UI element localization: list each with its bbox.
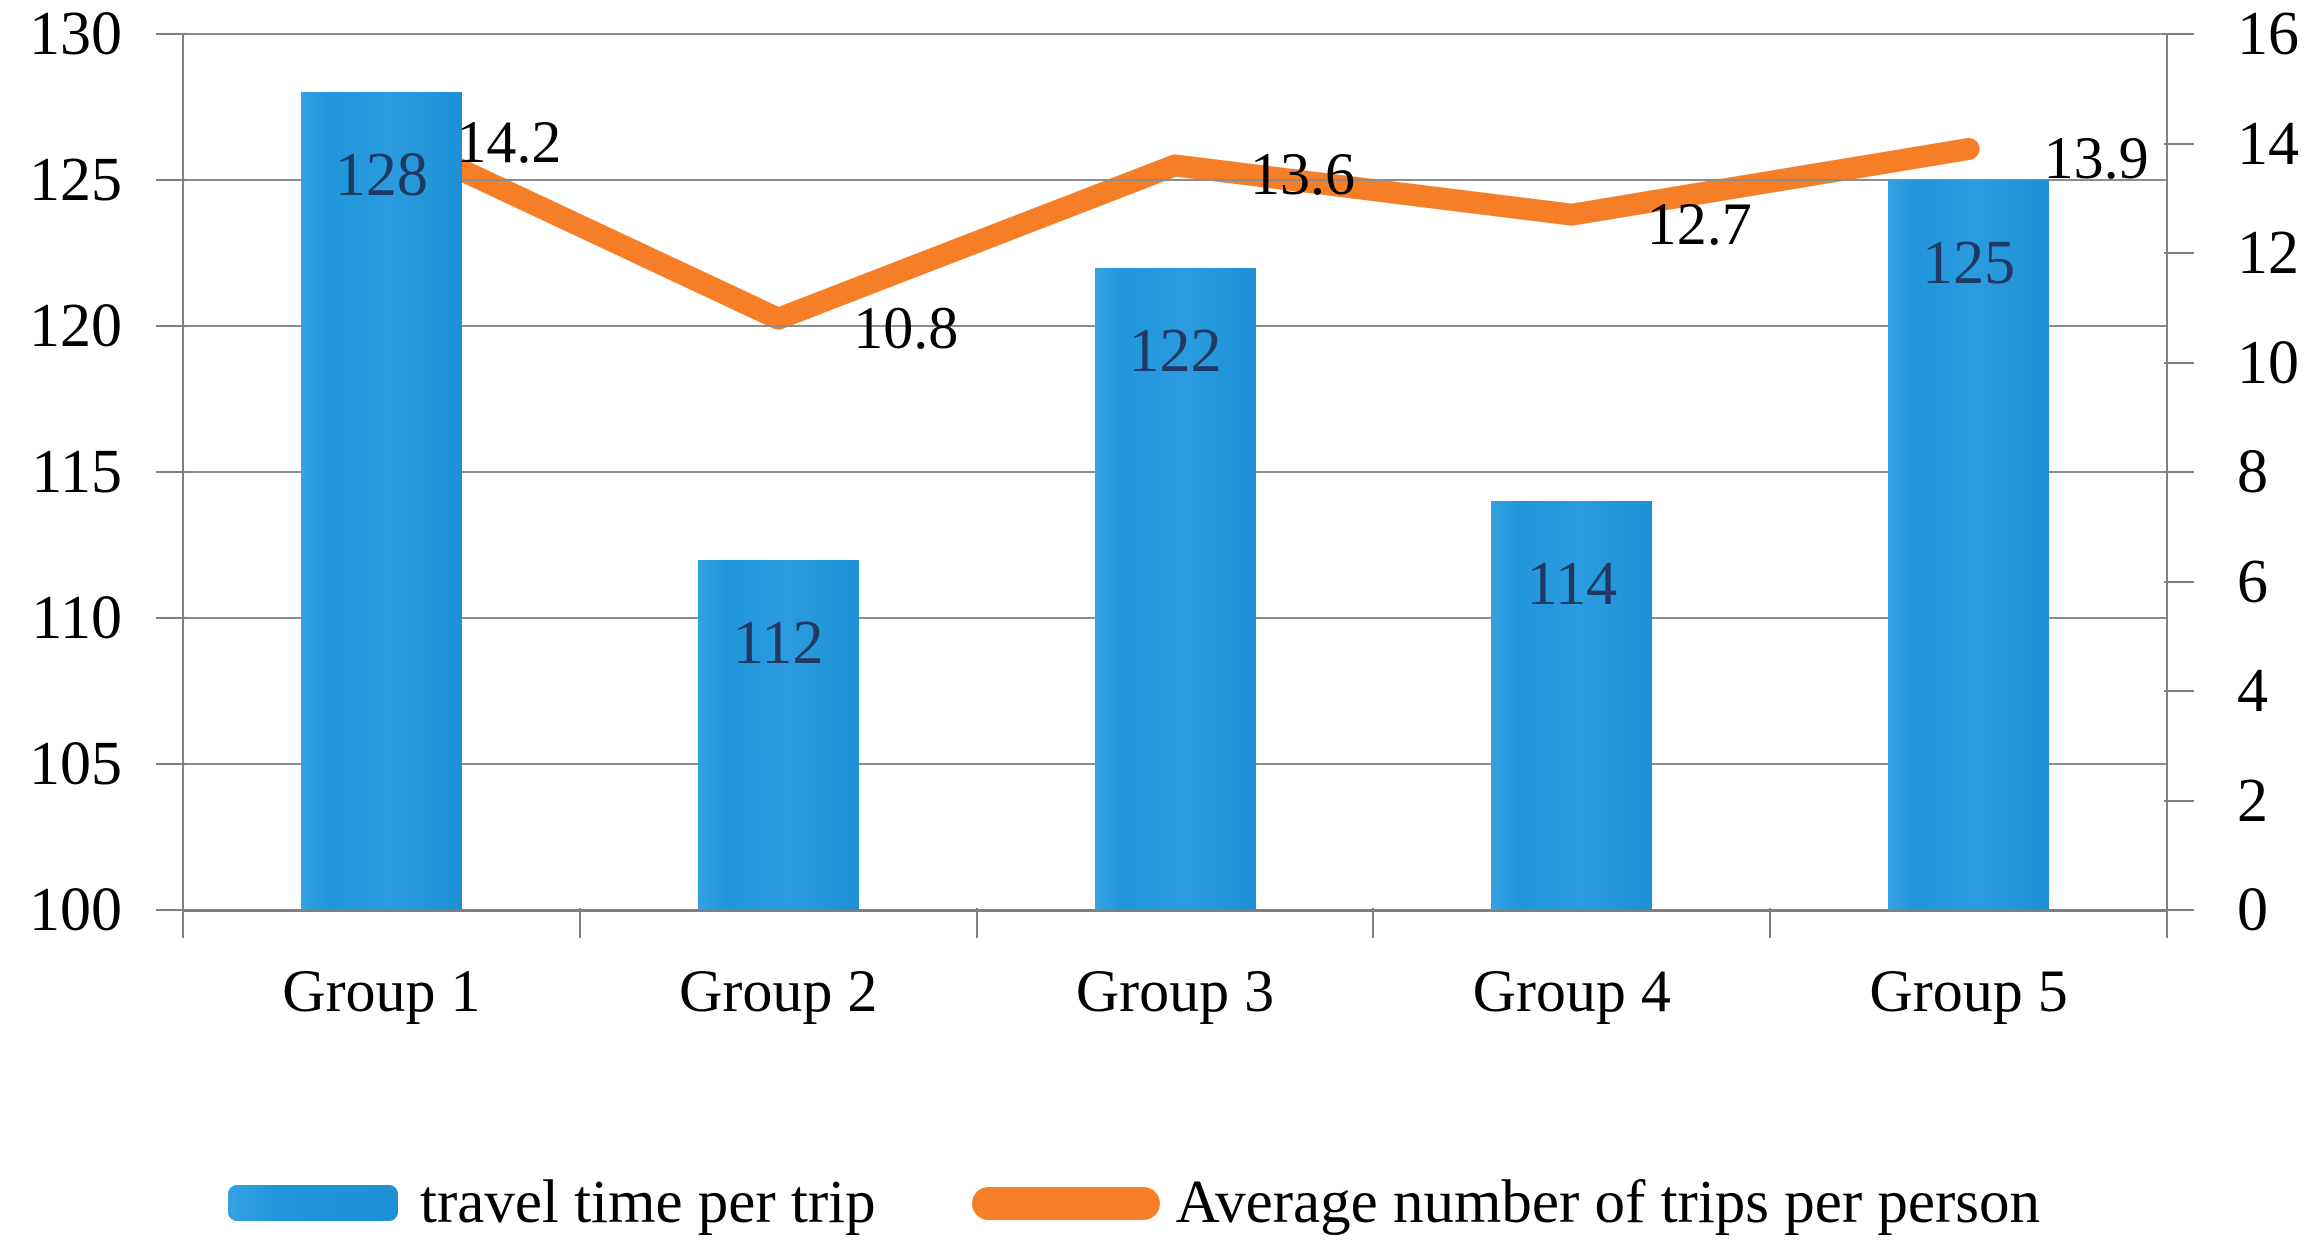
legend: travel time per trip Average number of t…: [228, 1168, 2040, 1238]
category-label: Group 4: [1472, 958, 1671, 1024]
right-axis-tick-mark: [2164, 471, 2194, 473]
left-axis-tick-label: 125: [29, 146, 122, 214]
right-axis-tick-mark: [2164, 799, 2194, 802]
left-axis-tick-label: 115: [31, 438, 122, 506]
left-axis-tick-label: 100: [29, 876, 122, 944]
left-axis-tick-label: 120: [29, 292, 122, 360]
right-axis-tick-label: 8: [2237, 438, 2268, 506]
right-axis-tick-label: 12: [2237, 219, 2299, 287]
gridline: [183, 33, 2167, 35]
line-value-label: 12.7: [1646, 190, 1752, 257]
left-axis-tick-mark: [156, 33, 186, 35]
right-axis-tick-mark: [2164, 361, 2194, 364]
bar-value-label: 112: [732, 608, 824, 677]
legend-swatch-line-series: [971, 1186, 1160, 1220]
right-axis-tick-label: 10: [2237, 328, 2299, 397]
left-axis-line: [182, 34, 184, 910]
bar-value-label: 128: [334, 141, 428, 210]
right-axis-line: [2166, 34, 2168, 910]
left-axis-tick-label: 105: [29, 730, 122, 798]
left-axis-tick-mark: [156, 325, 186, 327]
line-value-label: 14.2: [456, 108, 562, 175]
legend-swatch-bar-series: [228, 1185, 398, 1221]
category-label: Group 5: [1869, 958, 2068, 1024]
x-axis-tick-mark: [1769, 908, 1772, 938]
x-axis-tick-mark: [182, 908, 184, 938]
bar: [697, 559, 859, 910]
x-axis-tick-mark: [975, 908, 978, 938]
category-label: Group 2: [679, 958, 878, 1024]
x-axis-tick-mark: [2166, 908, 2168, 938]
right-axis-tick-label: 2: [2237, 766, 2268, 835]
right-axis-tick-mark: [2164, 909, 2194, 911]
bar: [1888, 180, 2050, 910]
legend-label-bar-series: travel time per trip: [420, 1169, 876, 1236]
right-axis-tick-mark: [2164, 580, 2194, 583]
left-axis-tick-mark: [156, 617, 186, 619]
right-axis-tick-label: 0: [2237, 876, 2268, 944]
line-value-label: 13.9: [2043, 124, 2149, 191]
bar-value-label: 125: [1922, 229, 2016, 297]
bar: [1491, 501, 1653, 910]
left-axis-tick-mark: [156, 179, 186, 181]
category-label: Group 3: [1075, 958, 1275, 1024]
legend-label-line-series: Average number of trips per person: [1175, 1169, 2041, 1236]
bar: [1094, 267, 1256, 910]
right-axis-tick-mark: [2164, 252, 2194, 254]
left-axis-tick-mark: [156, 909, 186, 911]
line-value-label: 13.6: [1250, 141, 1355, 208]
right-axis-tick-mark: [2164, 33, 2194, 35]
bar-value-label: 114: [1526, 550, 1618, 619]
right-axis-tick-mark: [2164, 690, 2194, 692]
line-value-label: 10.8: [853, 294, 959, 361]
left-axis-tick-label: 130: [29, 0, 122, 68]
x-axis-tick-mark: [1372, 908, 1375, 938]
right-axis-tick-label: 4: [2237, 657, 2268, 725]
x-axis-tick-mark: [578, 908, 581, 938]
left-axis-tick-label: 110: [31, 584, 122, 652]
right-axis-tick-label: 16: [2237, 0, 2299, 68]
bar-value-label: 122: [1128, 316, 1222, 385]
gridline: [183, 179, 2167, 181]
bar: [300, 92, 462, 910]
left-axis-tick-mark: [156, 471, 186, 473]
left-axis-tick-mark: [156, 763, 186, 765]
category-label: Group 1: [282, 958, 481, 1024]
right-axis-tick-mark: [2164, 142, 2194, 145]
right-axis-tick-label: 6: [2237, 547, 2268, 616]
x-axis-line: [183, 909, 2167, 912]
right-axis-tick-label: 14: [2237, 109, 2299, 178]
